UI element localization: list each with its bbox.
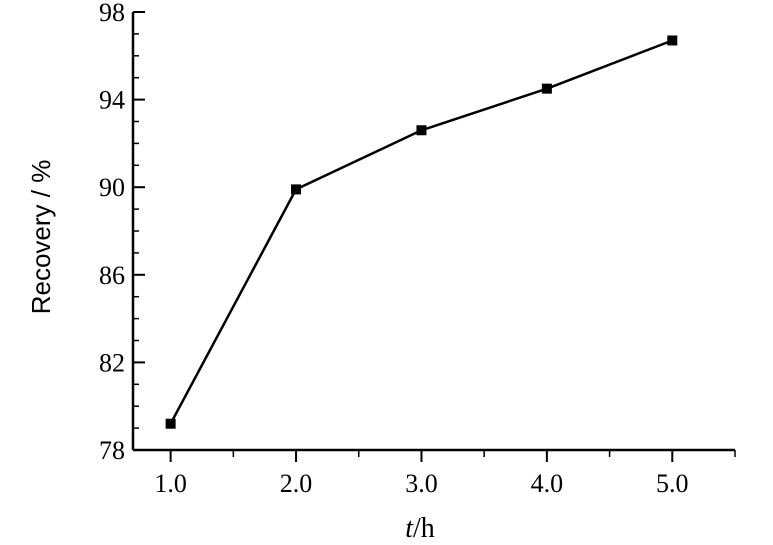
- x-tick-label: 5.0: [656, 469, 689, 498]
- y-axis-title: Recovery / %: [26, 160, 56, 315]
- tick-labels: 78 82 86 90 94 98 1.0 2.0 3.0 4.0 5.0: [99, 0, 689, 498]
- axes: [131, 12, 735, 452]
- y-tick-label: 94: [99, 86, 125, 115]
- y-tick-label: 98: [99, 0, 125, 27]
- x-tick-label: 2.0: [280, 469, 313, 498]
- y-tick-label: 78: [99, 436, 125, 465]
- series: [165, 35, 678, 429]
- ticks: [133, 11, 736, 462]
- data-point: [541, 83, 552, 94]
- data-point: [667, 35, 678, 46]
- series-line: [169, 39, 673, 425]
- x-axis-title: t/h: [405, 513, 435, 544]
- data-point: [291, 184, 302, 195]
- data-point: [416, 125, 427, 136]
- x-tick-label: 4.0: [531, 469, 564, 498]
- y-tick-label: 90: [99, 173, 125, 202]
- x-tick-label: 3.0: [405, 469, 438, 498]
- data-point: [165, 418, 176, 429]
- x-tick-label: 1.0: [154, 469, 187, 498]
- y-tick-label: 86: [99, 261, 125, 290]
- y-tick-label: 82: [99, 348, 125, 377]
